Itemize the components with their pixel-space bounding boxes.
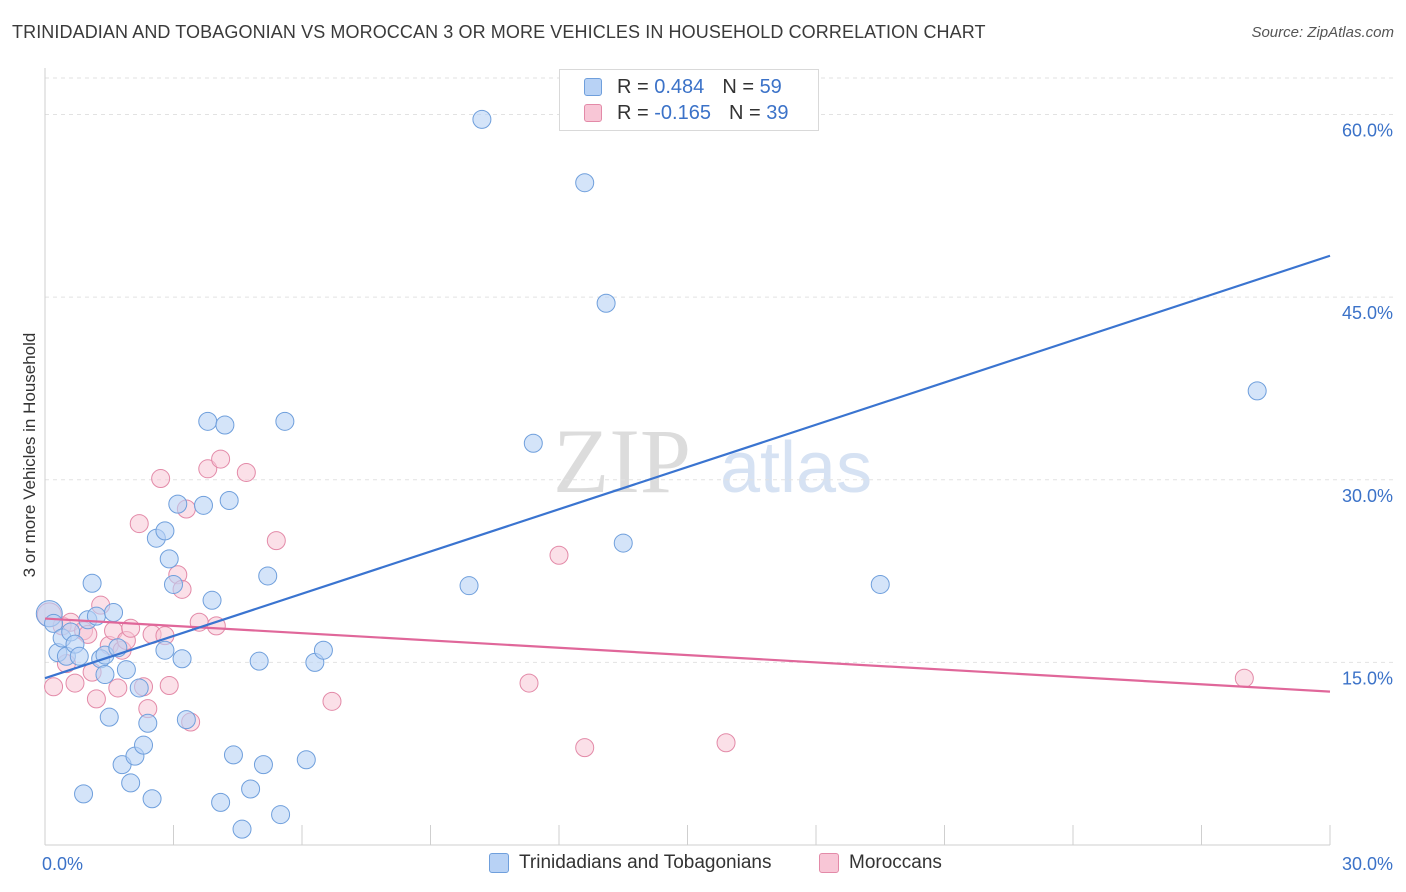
legend-n-value: 59 bbox=[759, 75, 782, 98]
trinidadians-point bbox=[253, 755, 273, 775]
trinidadians-point bbox=[202, 590, 222, 610]
trinidadians-point bbox=[241, 779, 261, 799]
trend-lines bbox=[44, 254, 1331, 693]
x-tick-label: 30.0% bbox=[1342, 854, 1393, 874]
trinidadians-point bbox=[232, 819, 252, 839]
trinidadians-point bbox=[155, 640, 175, 660]
trinidadians-point bbox=[223, 745, 243, 765]
trinidadians-point bbox=[193, 495, 213, 515]
moroccans-point bbox=[159, 676, 179, 696]
trinidadians-point bbox=[596, 293, 616, 313]
trinidadians-point bbox=[459, 576, 479, 596]
chart-title: TRINIDADIAN AND TOBAGONIAN VS MOROCCAN 3… bbox=[12, 22, 986, 42]
trinidadians-point bbox=[82, 573, 102, 593]
bottom-legend-label: Trinidadians and Tobagonians bbox=[519, 852, 772, 873]
moroccans-point bbox=[549, 545, 569, 565]
moroccans-point bbox=[86, 689, 106, 709]
trinidadians-point bbox=[613, 533, 633, 553]
x-tick-label: 0.0% bbox=[42, 854, 83, 874]
trinidadians-point bbox=[168, 494, 188, 514]
y-axis-label: 3 or more Vehicles in Household bbox=[20, 333, 39, 578]
moroccans-point bbox=[211, 449, 231, 469]
trinidadians-point bbox=[1247, 381, 1267, 401]
legend-r-label: R = bbox=[617, 75, 649, 98]
moroccans-point bbox=[519, 673, 539, 693]
legend-r-value: -0.165 bbox=[654, 101, 711, 124]
trinidadians-point bbox=[215, 415, 235, 435]
legend-n-value: 39 bbox=[766, 101, 789, 124]
trinidadians-point bbox=[121, 773, 141, 793]
legend-row-trinidadians: R = 0.484 N = 59 bbox=[584, 75, 782, 99]
trinidadians-point bbox=[164, 574, 183, 594]
moroccans-point bbox=[236, 462, 256, 482]
trinidadians-point bbox=[134, 735, 154, 755]
trinidadians-trend-line bbox=[44, 254, 1331, 680]
moroccans-trend-line bbox=[44, 617, 1331, 693]
trinidadians-point bbox=[69, 646, 89, 666]
moroccans-point bbox=[1234, 668, 1254, 688]
trinidadians-point bbox=[172, 649, 192, 669]
trinidadians-point bbox=[198, 411, 218, 431]
trinidadians-point bbox=[296, 750, 316, 770]
moroccans-point bbox=[575, 738, 595, 758]
y-tick-label: 60.0% bbox=[1342, 121, 1393, 141]
moroccans-point bbox=[108, 678, 128, 698]
moroccans-point bbox=[129, 514, 149, 534]
trinidadians-point bbox=[870, 574, 890, 594]
trinidadians-point bbox=[258, 566, 278, 586]
trinidadians-point bbox=[155, 521, 175, 541]
trinidadians-point bbox=[74, 784, 94, 804]
trinidadians-point bbox=[523, 433, 543, 453]
tick-labels: 15.0% 30.0% 45.0% 60.0% 0.0% 30.0% bbox=[42, 121, 1393, 874]
legend-n-label: N = bbox=[728, 101, 761, 124]
trinidadians-point bbox=[275, 411, 295, 431]
y-tick-label: 45.0% bbox=[1342, 303, 1393, 323]
y-tick-label: 30.0% bbox=[1342, 486, 1393, 506]
trinidadians-point bbox=[129, 678, 149, 698]
trinidadians-point bbox=[472, 109, 492, 129]
axes bbox=[44, 68, 1331, 846]
watermark: ZIP atlas bbox=[553, 410, 872, 512]
trinidadians-point bbox=[159, 549, 179, 569]
moroccans-point bbox=[44, 677, 64, 697]
trinidadians-point bbox=[271, 805, 291, 825]
trinidadians-point bbox=[249, 651, 269, 671]
trinidadians-point bbox=[142, 789, 162, 809]
trinidadians-point bbox=[138, 713, 158, 733]
legend-r-label: R = bbox=[617, 101, 649, 124]
moroccans-point bbox=[198, 459, 218, 479]
bottom-legend-trinidadians: Trinidadians and Tobagonians bbox=[489, 852, 771, 874]
bottom-legend-swatch-pink bbox=[819, 853, 839, 873]
watermark-zip: ZIP bbox=[553, 410, 691, 512]
stats-legend: R = 0.484 N = 59 R = -0.165 N = 39 bbox=[559, 69, 819, 131]
bottom-legend-swatch-blue bbox=[489, 853, 509, 873]
trinidadians-point bbox=[176, 710, 196, 730]
trinidadians-point bbox=[313, 640, 333, 660]
legend-swatch-blue bbox=[584, 78, 602, 96]
bottom-legend-moroccans: Moroccans bbox=[819, 852, 942, 874]
moroccans-point bbox=[266, 531, 286, 551]
y-tick-label: 15.0% bbox=[1342, 668, 1393, 688]
trinidadians-point bbox=[104, 602, 124, 622]
legend-swatch-pink bbox=[584, 104, 602, 122]
trinidadians-point bbox=[99, 707, 119, 727]
moroccans-point bbox=[65, 673, 85, 693]
legend-r-value: 0.484 bbox=[654, 75, 705, 98]
trinidadians-point bbox=[211, 792, 231, 812]
legend-row-moroccans: R = -0.165 N = 39 bbox=[584, 101, 788, 125]
moroccans-point bbox=[716, 733, 736, 753]
moroccans-point bbox=[151, 469, 171, 489]
bottom-legend-label: Moroccans bbox=[849, 852, 942, 873]
trinidadians-point bbox=[95, 665, 115, 685]
source-credit: Source: ZipAtlas.com bbox=[1251, 24, 1394, 41]
watermark-atlas: atlas bbox=[720, 428, 872, 508]
trinidadians-point bbox=[219, 490, 239, 510]
trinidadians-point bbox=[116, 660, 136, 680]
trinidadians-point bbox=[575, 173, 595, 193]
moroccans-point bbox=[322, 691, 342, 711]
trinidadians-points bbox=[35, 109, 1267, 839]
legend-n-label: N = bbox=[722, 75, 754, 98]
gridlines bbox=[45, 77, 1395, 663]
